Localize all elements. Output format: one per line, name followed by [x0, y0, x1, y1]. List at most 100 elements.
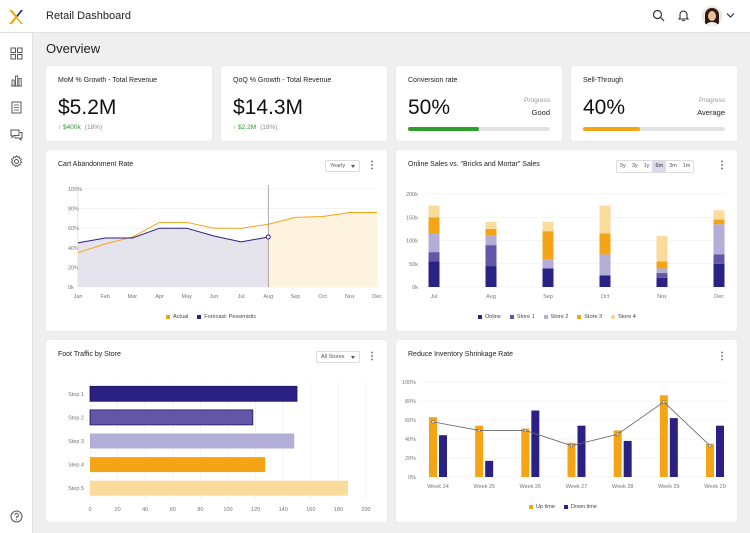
y-tick-label: 60% — [68, 226, 79, 232]
bar-segment-store-4 — [713, 210, 725, 220]
x-tick-label: Jul — [238, 294, 245, 300]
x-tick-label: May — [182, 294, 193, 300]
range-option-1m[interactable]: 1m — [682, 163, 691, 169]
bar-segment-store-4 — [599, 205, 611, 234]
bar-segment-store-2 — [485, 235, 497, 246]
bar-segment-store-2 — [542, 259, 554, 269]
kpi-value: $5.2M — [58, 96, 117, 119]
chart-title: Reduce Inventory Shrinkage Rate — [408, 351, 514, 358]
range-toggle: 5y 3y 1y 6m 3m 1m — [616, 160, 695, 173]
bar-segment-store-4 — [542, 221, 554, 232]
progress-status: Average — [697, 108, 725, 117]
x-tick-label: Week 27 — [566, 484, 588, 490]
y-tick-label: 20% — [68, 265, 79, 271]
bar-chart-icon[interactable] — [10, 74, 23, 87]
bar-down-time — [485, 460, 494, 477]
kpi-title: QoQ % Growth - Total Revenue — [233, 77, 332, 84]
store-select-value: All Stores — [321, 354, 345, 360]
dashboard-grid-icon[interactable] — [10, 47, 23, 60]
kpi-delta: ↑ $400k (18%) — [58, 124, 102, 131]
document-icon[interactable] — [10, 101, 23, 114]
y-tick-label: 50k — [409, 262, 418, 268]
bar-segment-store-4 — [428, 205, 440, 218]
x-tick-label: Mar — [128, 294, 138, 300]
chart-title: Cart Abandonment Rate — [58, 161, 134, 168]
kpi-card-mom: MoM % Growth - Total Revenue $5.2M ↑ $40… — [46, 66, 212, 141]
x-tick-label: 40 — [142, 507, 148, 513]
range-option-6m[interactable]: 6m — [652, 161, 667, 172]
x-tick-label: 180 — [334, 507, 343, 513]
y-tick-label: 0k — [68, 285, 74, 291]
bar-segment-online — [713, 263, 725, 287]
help-icon[interactable] — [10, 510, 23, 523]
bar-segment-store-1 — [713, 254, 725, 264]
progress-fill — [583, 127, 640, 131]
search-icon[interactable] — [652, 9, 665, 22]
bar-down-time — [439, 435, 447, 477]
y-tick-label: 60% — [405, 418, 416, 424]
kpi-delta-pct: (18%) — [260, 124, 278, 131]
logo-icon[interactable] — [8, 9, 24, 25]
legend-item: Store 2 — [543, 314, 568, 320]
legend-item: Store 3 — [577, 314, 602, 320]
x-tick-label: Aug — [486, 294, 496, 300]
bar — [90, 433, 295, 449]
x-tick-label: Nov — [657, 294, 667, 300]
period-select-value: Yearly — [330, 163, 346, 169]
more-menu-icon[interactable]: ⋮ — [717, 160, 727, 171]
kpi-value: 40% — [583, 96, 626, 119]
x-tick-label: Jul — [430, 294, 437, 300]
bar — [90, 480, 349, 496]
x-tick-label: Dec — [714, 294, 724, 300]
gear-icon[interactable] — [10, 155, 23, 168]
range-option-3m[interactable]: 3m — [669, 163, 677, 169]
progress-status: Good — [531, 108, 550, 117]
trend-point — [662, 400, 666, 404]
cart-abandonment-chart: 0k 20% 40% 60% 80% 100% Jan Feb Mar Apr May Jun Jul A… — [68, 185, 382, 300]
avatar[interactable] — [702, 6, 722, 26]
bar-segment-store-4 — [485, 221, 497, 229]
y-tick-label: 0k — [412, 285, 418, 291]
progress-label: Progress — [523, 97, 550, 104]
bar-down-time — [531, 410, 540, 477]
bar-segment-store-3 — [542, 231, 554, 260]
x-tick-label: Week 29 — [658, 484, 680, 490]
y-tick-label: 80% — [68, 207, 79, 213]
x-tick-label: Sep — [543, 294, 553, 300]
x-tick-label: 160 — [306, 507, 315, 513]
range-option-5y[interactable]: 5y — [620, 163, 626, 169]
y-tick-label: 80% — [405, 399, 416, 405]
x-tick-label: Apr — [155, 294, 164, 300]
bar-segment-online — [542, 268, 554, 287]
x-tick-label: Week 24 — [427, 484, 449, 490]
trend-point — [431, 420, 435, 424]
more-menu-icon[interactable]: ⋮ — [367, 351, 377, 362]
y-tick-label: Step 3 — [68, 439, 84, 445]
kpi-card-qoq: QoQ % Growth - Total Revenue $14.3M ↑ $2… — [221, 66, 387, 141]
y-tick-label: 40% — [405, 437, 416, 443]
store-select[interactable]: All Stores — [316, 351, 360, 363]
more-menu-icon[interactable]: ⋮ — [717, 351, 727, 362]
kpi-value: 50% — [408, 96, 451, 119]
y-tick-label: 0% — [408, 475, 416, 481]
chevron-down-icon[interactable] — [726, 12, 735, 19]
bar-up-time — [521, 428, 530, 477]
y-tick-label: 100% — [68, 187, 82, 193]
series-area-forecast-pessimistic — [78, 228, 269, 287]
kpi-delta-amount: ↑ $400k — [58, 124, 81, 131]
x-tick-label: Dec — [372, 294, 382, 300]
bar-segment-store-3 — [428, 217, 440, 234]
range-option-1y[interactable]: 1y — [643, 163, 650, 169]
x-tick-label: 20 — [115, 507, 121, 513]
trend-point — [523, 428, 527, 433]
y-tick-label: Step 2 — [68, 415, 84, 421]
more-menu-icon[interactable]: ⋮ — [367, 160, 377, 171]
chat-icon[interactable] — [10, 128, 23, 141]
x-tick-label: Jan — [74, 294, 83, 300]
app-title: Retail Dashboard — [46, 10, 131, 22]
bell-icon[interactable] — [677, 9, 690, 22]
range-option-3y[interactable]: 3y — [631, 163, 638, 169]
bar-segment-store-2 — [713, 224, 725, 255]
y-tick-label: 150k — [406, 215, 418, 221]
period-select[interactable]: Yearly — [325, 160, 361, 172]
